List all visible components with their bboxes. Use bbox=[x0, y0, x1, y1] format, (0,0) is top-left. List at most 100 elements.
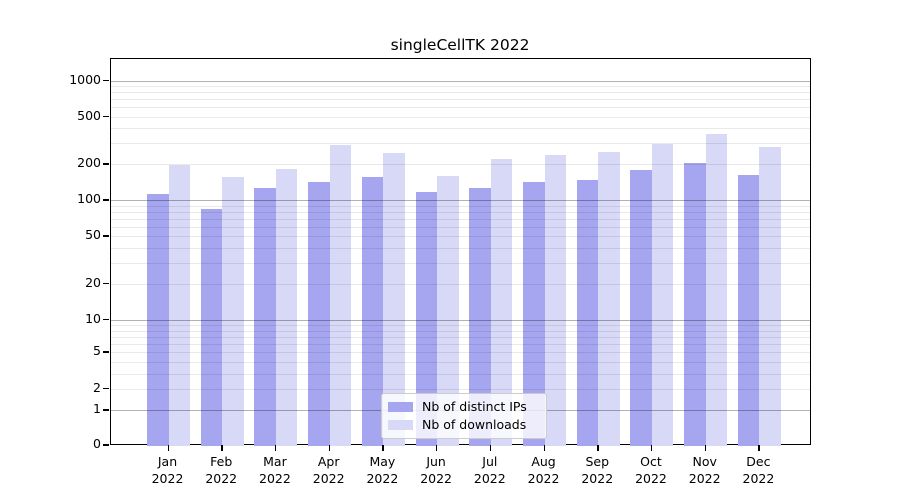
legend-item: Nb of distinct IPs bbox=[388, 400, 538, 414]
y-axis-tick-label: 100 bbox=[77, 191, 101, 207]
x-tick-mark bbox=[328, 445, 330, 451]
bar-downloads bbox=[222, 176, 244, 446]
gridline-minor bbox=[111, 262, 810, 264]
x-tick-mark bbox=[650, 445, 653, 451]
legend-swatch-downloads bbox=[388, 420, 413, 430]
y-tick-mark bbox=[103, 409, 109, 411]
y-tick-mark bbox=[103, 282, 109, 285]
gridline-minor bbox=[111, 143, 810, 145]
y-tick-mark bbox=[103, 199, 109, 201]
y-axis-tick-label: 10 bbox=[85, 310, 101, 326]
x-tick-mark bbox=[597, 445, 599, 451]
x-tick-mark bbox=[489, 445, 492, 451]
gridline-minor bbox=[111, 344, 810, 346]
bar-distinct-ips bbox=[415, 192, 438, 446]
chart-title: singleCellTK 2022 bbox=[390, 36, 530, 54]
y-tick-mark bbox=[103, 163, 109, 165]
x-axis-tick-label: Jan 2022 bbox=[151, 454, 184, 486]
x-axis-tick-label: Jun 2022 bbox=[420, 454, 452, 486]
grid-layer bbox=[111, 59, 810, 444]
x-tick-mark bbox=[274, 445, 277, 451]
bar-downloads bbox=[437, 175, 459, 446]
gridline-minor bbox=[111, 324, 810, 326]
gridline-minor bbox=[111, 362, 810, 364]
bar-distinct-ips bbox=[254, 187, 276, 446]
gridline-minor bbox=[111, 236, 810, 238]
y-axis-tick-label: 0 bbox=[93, 436, 101, 452]
y-tick-mark bbox=[103, 388, 109, 390]
bar-downloads bbox=[275, 168, 298, 446]
y-axis-tick-label: 2 bbox=[93, 380, 101, 396]
gridline-minor bbox=[111, 205, 810, 207]
x-axis-tick-label: Dec 2022 bbox=[742, 454, 775, 486]
bar-distinct-ips bbox=[147, 193, 169, 446]
x-tick-mark bbox=[543, 445, 545, 451]
gridline-minor bbox=[111, 107, 810, 109]
y-tick-mark bbox=[103, 444, 109, 446]
gridline-minor bbox=[111, 92, 810, 94]
bar-distinct-ips bbox=[200, 209, 223, 446]
legend-label: Nb of downloads bbox=[422, 417, 527, 432]
gridline-minor bbox=[111, 352, 810, 354]
x-tick-mark bbox=[167, 445, 169, 451]
gridline-minor bbox=[111, 226, 810, 228]
x-axis-tick-label: Sep 2022 bbox=[581, 454, 614, 486]
bar-downloads bbox=[490, 158, 513, 446]
gridline-minor bbox=[111, 389, 810, 391]
x-tick-mark bbox=[221, 445, 223, 451]
y-tick-mark bbox=[103, 351, 109, 353]
legend: Nb of distinct IPs Nb of downloads bbox=[381, 393, 547, 439]
gridline-major bbox=[111, 319, 810, 321]
bar-downloads bbox=[383, 152, 405, 446]
x-tick-mark bbox=[758, 445, 760, 451]
bar-distinct-ips bbox=[308, 182, 330, 446]
bar-distinct-ips bbox=[737, 174, 760, 446]
gridline-minor bbox=[111, 116, 810, 118]
y-axis-tick-label: 20 bbox=[85, 274, 101, 290]
y-axis-tick-label: 500 bbox=[77, 107, 101, 123]
gridline-minor bbox=[111, 164, 810, 166]
bar-downloads bbox=[544, 154, 567, 446]
gridline-minor bbox=[111, 211, 810, 213]
bar-downloads bbox=[759, 146, 781, 446]
y-axis-tick-label: 1000 bbox=[69, 71, 101, 87]
bar-distinct-ips bbox=[576, 179, 599, 446]
gridline-major bbox=[111, 200, 810, 202]
x-axis-tick-label: Apr 2022 bbox=[312, 454, 345, 486]
y-tick-mark bbox=[103, 235, 109, 237]
bar-distinct-ips bbox=[684, 162, 706, 446]
gridline-minor bbox=[111, 330, 810, 332]
gridline-minor bbox=[111, 283, 810, 285]
x-axis-tick-label: Feb 2022 bbox=[205, 454, 238, 486]
bar-distinct-ips bbox=[361, 176, 384, 446]
bar-downloads bbox=[705, 134, 728, 446]
x-axis-tick-label: Mar 2022 bbox=[259, 454, 291, 486]
bar-downloads bbox=[329, 144, 352, 446]
y-axis-tick-label: 5 bbox=[93, 343, 101, 359]
x-tick-mark bbox=[704, 445, 706, 451]
y-axis-tick-label: 1 bbox=[93, 401, 101, 417]
gridline-major bbox=[111, 80, 810, 82]
bar-distinct-ips bbox=[630, 169, 652, 446]
y-tick-mark bbox=[103, 318, 109, 320]
gridline-minor bbox=[111, 128, 810, 130]
bar-distinct-ips bbox=[523, 182, 545, 446]
gridline-minor bbox=[111, 373, 810, 375]
bars-layer bbox=[111, 59, 810, 446]
y-axis-tick-label: 50 bbox=[85, 227, 101, 243]
x-tick-mark bbox=[382, 445, 384, 451]
x-axis-tick-label: Jul 2022 bbox=[473, 454, 506, 486]
gridline-minor bbox=[111, 218, 810, 220]
plot-area: Nb of distinct IPs Nb of downloads bbox=[110, 58, 811, 446]
gridline-minor bbox=[111, 247, 810, 249]
x-axis-tick-label: May 2022 bbox=[366, 454, 399, 486]
y-tick-mark bbox=[103, 115, 109, 118]
x-axis-tick-label: Aug 2022 bbox=[527, 454, 560, 486]
y-axis-tick-label: 200 bbox=[77, 155, 101, 171]
x-axis-tick-label: Nov 2022 bbox=[688, 454, 721, 486]
gridline-minor bbox=[111, 86, 810, 88]
bar-downloads bbox=[598, 151, 620, 446]
legend-item: Nb of downloads bbox=[388, 418, 538, 432]
bar-downloads bbox=[651, 144, 674, 446]
